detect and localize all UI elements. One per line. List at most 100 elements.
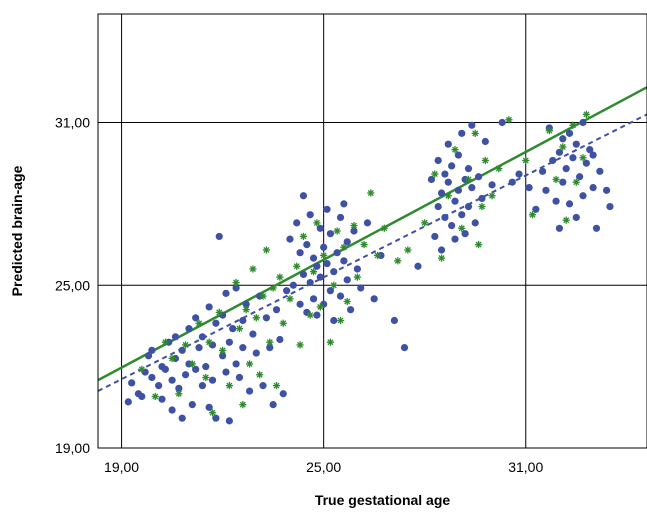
data-point-circle	[326, 287, 334, 295]
data-point-asterisk	[330, 281, 338, 289]
data-point-circle	[572, 140, 580, 148]
data-point-circle	[458, 129, 466, 137]
data-point-asterisk	[195, 319, 203, 327]
data-point-circle	[232, 284, 240, 292]
data-point-asterisk	[151, 392, 159, 401]
data-point-circle	[589, 184, 597, 192]
data-point-asterisk	[350, 221, 358, 230]
data-point-circle	[370, 295, 378, 303]
data-point-circle	[178, 414, 186, 422]
data-point-circle	[299, 192, 308, 200]
data-point-circle	[212, 319, 220, 327]
data-point-circle	[390, 316, 398, 325]
x-tick-label: 25,00	[306, 459, 341, 475]
regression-line-solid	[98, 86, 647, 382]
data-point-circle	[229, 325, 237, 333]
data-point-asterisk	[225, 382, 233, 390]
data-point-circle	[178, 346, 186, 354]
data-point-circle	[222, 368, 230, 376]
y-tick-labels: 19,00 25,00 31,00	[55, 115, 90, 457]
data-point-asterisk	[488, 192, 496, 200]
data-point-asterisk	[336, 316, 345, 325]
data-point-circle	[316, 224, 324, 232]
data-point-circle	[215, 232, 223, 241]
data-point-circle	[144, 352, 153, 360]
data-point-circle	[448, 162, 456, 170]
data-point-circle	[400, 344, 409, 352]
data-point-asterisk	[562, 216, 570, 224]
data-point-asterisk	[306, 311, 314, 319]
data-point-circle	[336, 292, 345, 300]
data-point-asterisk	[394, 257, 402, 265]
data-point-circle	[279, 390, 287, 398]
data-point-asterisk	[404, 246, 412, 254]
data-point-asterisk	[279, 319, 287, 327]
data-point-circle	[565, 200, 574, 208]
data-point-circle	[434, 156, 442, 165]
data-point-circle	[559, 178, 567, 186]
data-point-asterisk	[235, 325, 244, 333]
data-point-circle	[508, 178, 516, 186]
data-point-asterisk	[219, 346, 227, 354]
data-point-asterisk	[495, 165, 503, 173]
data-point-circle	[515, 170, 523, 178]
data-point-asterisk	[431, 170, 439, 178]
data-point-circle	[195, 344, 203, 352]
data-point-circle	[303, 240, 311, 249]
data-point-asterisk	[262, 246, 271, 254]
data-point-asterisk	[582, 110, 590, 118]
data-point-circle	[569, 154, 577, 162]
data-point-circle	[198, 382, 207, 390]
data-point-asterisk	[208, 409, 217, 417]
data-point-circle	[239, 344, 247, 352]
data-point-circle	[353, 265, 361, 273]
data-point-circle	[582, 159, 590, 167]
data-point-asterisk	[522, 156, 530, 165]
data-point-circle	[454, 186, 462, 194]
data-point-circle	[219, 352, 227, 360]
data-point-circle	[252, 349, 260, 357]
data-point-circle	[542, 186, 550, 194]
data-point-circle	[316, 273, 324, 281]
y-tick-label: 25,00	[55, 277, 90, 293]
data-point-circle	[602, 186, 611, 194]
data-point-asterisk	[559, 143, 567, 151]
data-point-circle	[289, 281, 297, 289]
data-point-circle	[555, 148, 564, 156]
data-point-circle	[269, 401, 277, 409]
data-point-asterisk	[309, 268, 318, 276]
data-point-circle	[235, 373, 244, 382]
data-point-circle	[437, 246, 446, 254]
data-point-asterisk	[299, 232, 308, 241]
data-point-circle	[168, 376, 176, 384]
data-point-circle	[296, 300, 304, 308]
data-point-circle	[444, 140, 452, 148]
data-point-asterisk	[293, 262, 301, 270]
data-point-circle	[464, 202, 473, 211]
data-point-asterisk	[505, 116, 513, 124]
data-point-asterisk	[181, 341, 190, 349]
data-point-circle	[138, 392, 146, 401]
data-point-circle	[448, 221, 456, 230]
data-point-circle	[286, 235, 294, 243]
data-point-circle	[538, 167, 547, 175]
data-point-circle	[323, 205, 331, 213]
data-point-circle	[171, 333, 180, 341]
data-point-circle	[336, 213, 345, 222]
data-point-circle	[225, 338, 233, 346]
data-point-asterisk	[320, 251, 328, 260]
data-point-circle	[309, 254, 318, 262]
data-point-circle	[124, 398, 132, 406]
data-point-circle	[498, 118, 506, 127]
data-point-asterisk	[259, 292, 267, 300]
data-point-asterisk	[168, 354, 176, 363]
data-point-asterisk	[242, 306, 250, 314]
data-point-circle	[168, 406, 176, 414]
data-point-asterisk	[232, 278, 240, 287]
data-point-circle	[431, 232, 439, 241]
data-point-circle	[309, 295, 318, 303]
data-point-asterisk	[572, 178, 580, 186]
x-tick-label: 31,00	[508, 459, 543, 475]
data-point-asterisk	[343, 297, 351, 306]
data-point-circle	[262, 314, 271, 322]
